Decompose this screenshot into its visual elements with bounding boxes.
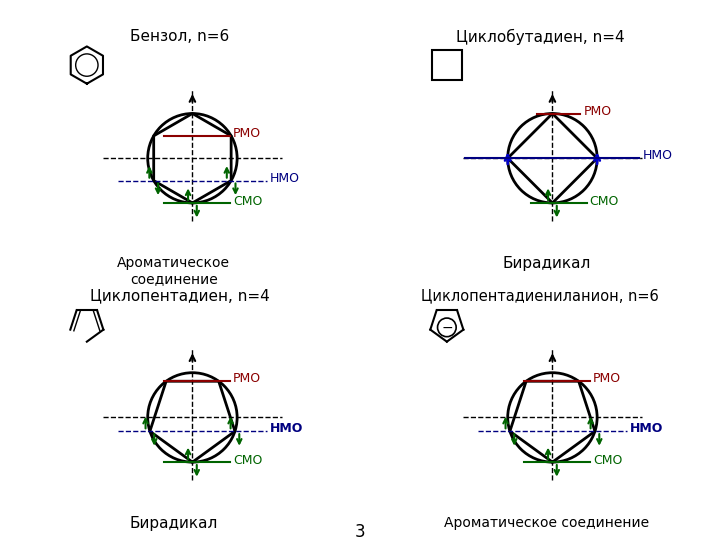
Text: НМО: НМО: [270, 172, 300, 185]
Text: Бензол, n=6: Бензол, n=6: [130, 29, 230, 44]
Text: Циклопентадиениланион, n=6: Циклопентадиениланион, n=6: [421, 288, 659, 303]
Text: Циклопентадиен, n=4: Циклопентадиен, n=4: [90, 288, 270, 303]
Text: −: −: [441, 320, 453, 334]
Text: РМО: РМО: [593, 372, 621, 385]
Text: Бирадикал: Бирадикал: [130, 516, 218, 530]
Text: СМО: СМО: [590, 195, 619, 208]
Text: Ароматическое
соединение: Ароматическое соединение: [117, 256, 230, 287]
Text: СМО: СМО: [233, 195, 262, 208]
Text: Циклобутадиен, n=4: Циклобутадиен, n=4: [456, 29, 624, 45]
Text: СМО: СМО: [593, 454, 622, 468]
Text: НМО: НМО: [270, 422, 303, 435]
Text: Бирадикал: Бирадикал: [502, 256, 590, 271]
Text: Ароматическое соединение: Ароматическое соединение: [444, 516, 649, 530]
Text: НМО: НМО: [642, 149, 672, 162]
Text: РМО: РМО: [233, 127, 261, 140]
Text: НМО: НМО: [630, 422, 663, 435]
Text: СМО: СМО: [233, 454, 262, 468]
Text: 3: 3: [355, 523, 365, 540]
Text: РМО: РМО: [233, 372, 261, 385]
Bar: [432, 50, 462, 80]
Text: РМО: РМО: [583, 105, 611, 118]
